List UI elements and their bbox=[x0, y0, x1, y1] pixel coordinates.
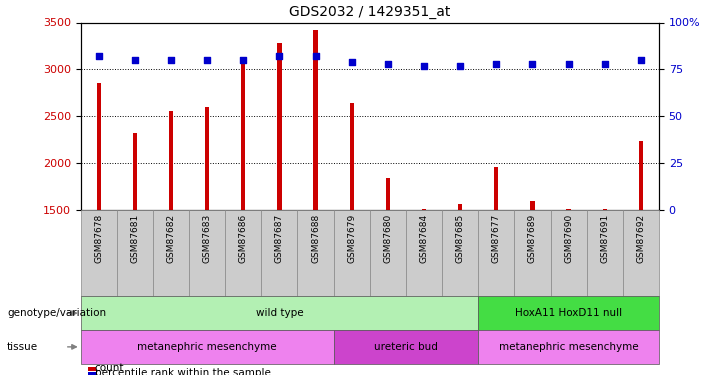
Text: GSM87688: GSM87688 bbox=[311, 213, 320, 263]
Text: percentile rank within the sample: percentile rank within the sample bbox=[95, 368, 271, 375]
Point bbox=[201, 57, 212, 63]
Bar bbox=[550, 210, 587, 296]
Text: GSM87686: GSM87686 bbox=[239, 213, 247, 263]
Point bbox=[165, 57, 177, 63]
Text: GSM87680: GSM87680 bbox=[383, 213, 393, 263]
Point bbox=[454, 63, 465, 69]
Point bbox=[635, 57, 646, 63]
Text: GSM87683: GSM87683 bbox=[203, 213, 212, 263]
Text: GSM87682: GSM87682 bbox=[166, 213, 175, 262]
Point bbox=[382, 61, 393, 67]
Text: GSM87677: GSM87677 bbox=[492, 213, 501, 263]
Text: GSM87689: GSM87689 bbox=[528, 213, 537, 263]
Text: GSM87681: GSM87681 bbox=[130, 213, 139, 263]
Bar bbox=[334, 330, 478, 364]
Text: GSM87678: GSM87678 bbox=[94, 213, 103, 263]
Bar bbox=[478, 330, 659, 364]
Text: GSM87687: GSM87687 bbox=[275, 213, 284, 263]
Bar bbox=[639, 141, 643, 210]
Text: ureteric bud: ureteric bud bbox=[374, 342, 438, 352]
Point bbox=[599, 61, 611, 67]
Text: count: count bbox=[95, 363, 124, 373]
Point bbox=[274, 53, 285, 59]
Bar bbox=[530, 201, 535, 210]
Bar bbox=[406, 210, 442, 296]
Title: GDS2032 / 1429351_at: GDS2032 / 1429351_at bbox=[289, 5, 451, 19]
Text: metanephric mesenchyme: metanephric mesenchyme bbox=[137, 342, 277, 352]
Bar bbox=[297, 210, 334, 296]
Text: metanephric mesenchyme: metanephric mesenchyme bbox=[499, 342, 639, 352]
Bar bbox=[153, 210, 189, 296]
Bar bbox=[369, 210, 406, 296]
Point bbox=[310, 53, 321, 59]
Text: GSM87690: GSM87690 bbox=[564, 213, 573, 263]
Point bbox=[418, 63, 430, 69]
Point bbox=[563, 61, 574, 67]
Bar bbox=[169, 111, 173, 210]
Text: GSM87679: GSM87679 bbox=[347, 213, 356, 263]
Bar bbox=[205, 107, 210, 210]
Bar bbox=[478, 296, 659, 330]
Bar bbox=[566, 209, 571, 210]
Bar bbox=[81, 330, 334, 364]
Text: genotype/variation: genotype/variation bbox=[7, 308, 106, 318]
Bar bbox=[515, 210, 550, 296]
Text: GSM87691: GSM87691 bbox=[600, 213, 609, 263]
Point bbox=[238, 57, 249, 63]
Bar bbox=[81, 210, 117, 296]
Point bbox=[93, 53, 104, 59]
Bar bbox=[117, 210, 153, 296]
Bar bbox=[261, 210, 297, 296]
Text: GSM87692: GSM87692 bbox=[637, 213, 646, 262]
Bar bbox=[442, 210, 478, 296]
Bar bbox=[334, 210, 370, 296]
Bar bbox=[278, 43, 282, 210]
Bar bbox=[622, 210, 659, 296]
Bar bbox=[587, 210, 622, 296]
Bar bbox=[189, 210, 225, 296]
Bar bbox=[494, 167, 498, 210]
Bar bbox=[81, 296, 478, 330]
Bar bbox=[225, 210, 261, 296]
Point bbox=[491, 61, 502, 67]
Bar bbox=[478, 210, 515, 296]
Bar bbox=[386, 178, 390, 210]
Bar bbox=[97, 84, 101, 210]
Text: HoxA11 HoxD11 null: HoxA11 HoxD11 null bbox=[515, 308, 622, 318]
Text: GSM87684: GSM87684 bbox=[419, 213, 428, 262]
Point bbox=[527, 61, 538, 67]
Text: wild type: wild type bbox=[256, 308, 304, 318]
Point bbox=[129, 57, 140, 63]
Bar bbox=[132, 133, 137, 210]
Bar bbox=[313, 30, 318, 210]
Bar bbox=[603, 209, 607, 210]
Text: tissue: tissue bbox=[7, 342, 38, 352]
Text: GSM87685: GSM87685 bbox=[456, 213, 465, 263]
Bar bbox=[241, 62, 245, 210]
Bar bbox=[350, 103, 354, 210]
Bar bbox=[458, 204, 463, 210]
Point bbox=[346, 59, 358, 65]
Bar bbox=[422, 209, 426, 210]
